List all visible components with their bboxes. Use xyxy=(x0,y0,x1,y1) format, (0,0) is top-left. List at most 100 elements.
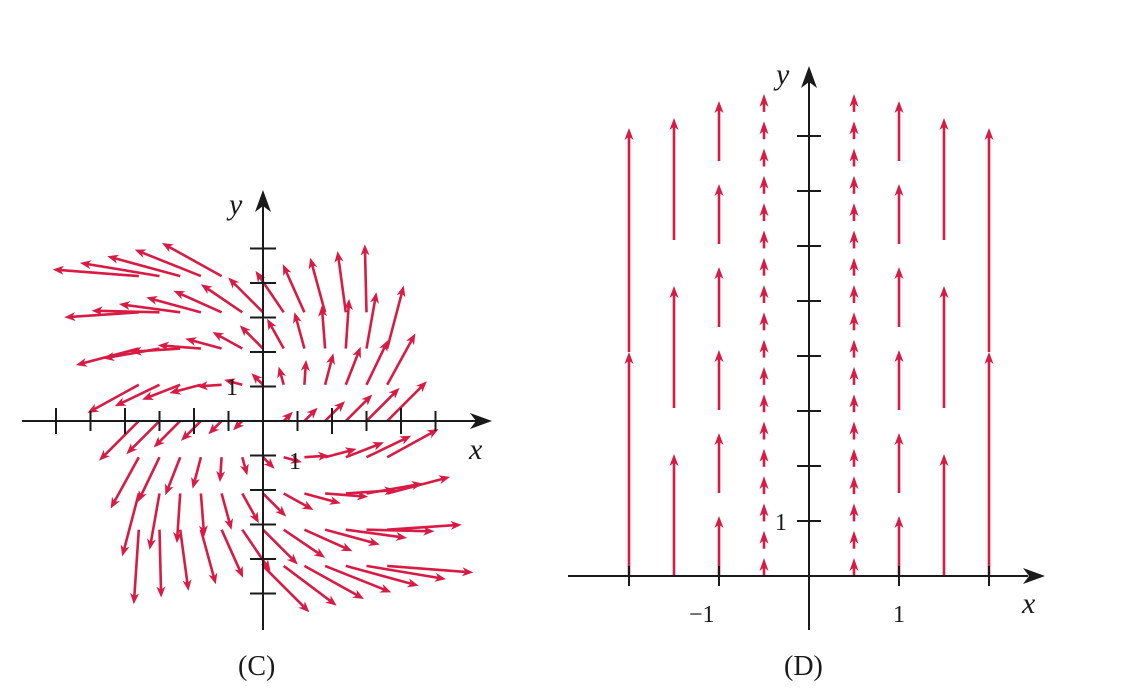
panel-d-field-arrow xyxy=(669,454,679,576)
panel-c-field-arrow xyxy=(241,528,271,572)
panel-d-field-arrow xyxy=(759,558,769,576)
panel-c-field-arrow xyxy=(220,493,233,530)
panel-d-field-arrow xyxy=(849,448,859,467)
panel-d-field-arrow xyxy=(939,454,949,576)
panel-c-field-arrow xyxy=(52,265,139,278)
panel-d-field-arrow xyxy=(759,148,769,167)
panel-c-field-arrow xyxy=(199,529,218,585)
panel-d-y-axis-arrowhead xyxy=(801,66,817,88)
panel-d-field-arrow xyxy=(759,121,769,140)
panel-d-field-arrow xyxy=(714,433,724,493)
panel-d-field-arrow xyxy=(759,394,769,413)
panel-c-field-arrow xyxy=(239,325,264,350)
panel-c-field-arrow xyxy=(99,420,140,461)
panel-d-ticks xyxy=(628,135,990,586)
panel-d-field-arrow xyxy=(849,148,859,167)
panel-c-field-arrow xyxy=(344,394,373,422)
panel-c-field-arrow xyxy=(196,381,222,391)
panel-d-field-arrow xyxy=(714,350,724,410)
panel-c-field-arrow xyxy=(240,456,249,476)
panel-c-field-arrow xyxy=(130,346,181,356)
panel-c: x y 1 1 (C) xyxy=(22,188,492,682)
panel-d-field-arrow xyxy=(849,285,859,303)
panel-c-field-arrow xyxy=(224,378,243,387)
panel-d-field-arrow xyxy=(939,286,949,408)
panel-c-field-arrow xyxy=(153,420,182,448)
panel-c-field-arrow xyxy=(120,493,141,557)
panel-d-field-arrow xyxy=(849,421,859,440)
panel-d-field-arrow xyxy=(759,366,769,385)
panel-c-field-arrow xyxy=(318,305,328,349)
panel-d-caption: (D) xyxy=(784,651,823,682)
panel-c-x-label: x xyxy=(468,433,483,466)
panel-c-field-arrow xyxy=(212,332,243,350)
panel-d-field-arrow xyxy=(894,350,904,410)
panel-d-y-tick-label: 1 xyxy=(775,510,787,536)
panel-c-field-arrow xyxy=(345,564,419,588)
panel-d-field-arrow xyxy=(669,286,679,408)
panel-c-field-arrow xyxy=(324,564,392,593)
panel-c-field-arrow xyxy=(365,435,412,459)
panel-c-field-arrow xyxy=(156,529,166,598)
panel-c-field-arrows xyxy=(52,243,474,613)
panel-c-field-arrow xyxy=(386,475,451,495)
panel-d-field-arrow xyxy=(759,503,769,522)
panel-d-field-arrow xyxy=(894,433,904,493)
panel-d-y-label: y xyxy=(773,58,790,91)
panel-d-field-arrow xyxy=(849,394,859,413)
panel-d-field-arrow xyxy=(759,257,769,276)
panel-c-field-arrow xyxy=(387,564,474,577)
panel-d-field-arrow xyxy=(849,121,859,140)
panel-d-field-arrow xyxy=(984,128,994,352)
panel-d-field-arrow xyxy=(714,267,724,327)
panel-d-field-arrow xyxy=(714,101,724,161)
panel-c-field-arrow xyxy=(385,285,406,349)
panel-c-field-arrow xyxy=(365,387,400,422)
panel-d-field-arrow xyxy=(759,448,769,467)
panel-c-field-arrow xyxy=(110,456,140,509)
panel-c-x-tick-label: 1 xyxy=(289,449,301,475)
panel-c-field-arrow xyxy=(130,529,141,605)
panel-c-field-arrow xyxy=(157,341,201,351)
panel-d-field-arrow xyxy=(939,118,949,240)
panel-d-field-arrow xyxy=(894,267,904,327)
panel-d-x-pos-tick-label: 1 xyxy=(893,602,905,628)
panel-c-field-arrow xyxy=(107,254,181,278)
panel-c-field-arrow xyxy=(324,401,345,422)
panel-c-field-arrow xyxy=(134,249,202,278)
panel-c-field-arrow xyxy=(262,456,275,469)
panel-c-field-arrow xyxy=(241,492,259,524)
panel-c-field-arrow xyxy=(282,264,306,313)
panel-c-field-arrow xyxy=(216,457,226,483)
panel-c-field-arrow xyxy=(142,383,181,400)
panel-c-field-arrow xyxy=(293,312,306,349)
panel-c-field-arrow xyxy=(323,353,335,386)
panel-c-field-arrow xyxy=(360,244,370,313)
panel-c-field-arrow xyxy=(185,337,222,350)
panel-d: x y −1 1 1 (D) xyxy=(568,58,1045,682)
panel-c-field-arrow xyxy=(228,277,264,314)
panel-d-x-neg-tick-label: −1 xyxy=(689,602,715,628)
panel-c-field-arrow xyxy=(387,520,462,531)
panel-c-field-arrow xyxy=(262,528,298,565)
panel-c-field-arrow xyxy=(262,492,287,517)
panel-c-field-arrow xyxy=(220,529,244,578)
panel-d-field-arrow xyxy=(984,352,994,576)
panel-d-field-arrow xyxy=(849,476,859,495)
panel-d-x-label: x xyxy=(1021,587,1036,620)
panel-d-x-axis-arrowhead xyxy=(1023,568,1045,584)
panel-c-field-arrow xyxy=(169,383,202,395)
panel-c-field-arrow xyxy=(386,381,427,422)
panel-d-field-arrow xyxy=(759,530,769,549)
panel-d-field-arrow xyxy=(894,184,904,244)
panel-c-field-arrow xyxy=(282,564,337,606)
panel-d-field-arrow xyxy=(849,530,859,549)
panel-c-ticks xyxy=(55,247,437,595)
panel-d-field-arrow xyxy=(759,175,769,194)
panel-d-field-arrow xyxy=(759,230,769,249)
panel-c-caption: (C) xyxy=(238,651,275,682)
panel-c-field-arrow xyxy=(304,492,341,505)
panel-c-field-arrow xyxy=(251,373,264,386)
panel-c-field-arrow xyxy=(200,284,244,314)
panel-d-field-arrows xyxy=(624,93,994,576)
